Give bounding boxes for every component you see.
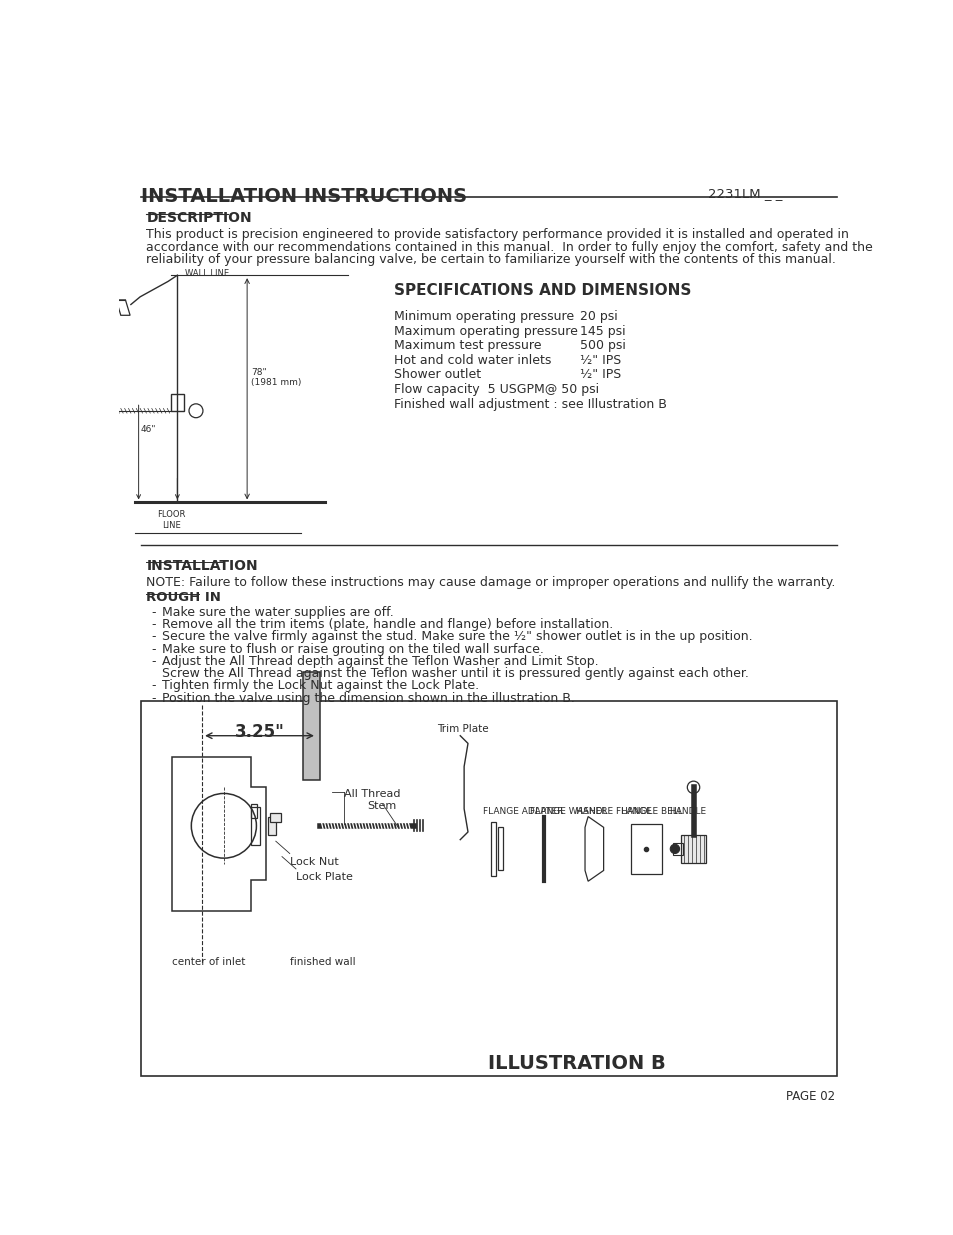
Text: 20 psi: 20 psi: [579, 310, 618, 322]
Text: 46": 46": [141, 425, 156, 435]
Text: Flow capacity  5 USGPM@ 50 psi: Flow capacity 5 USGPM@ 50 psi: [394, 383, 598, 396]
Text: -: -: [152, 618, 156, 631]
Text: ½" IPS: ½" IPS: [579, 368, 621, 382]
Text: FLOOR
LINE: FLOOR LINE: [157, 510, 185, 530]
Text: -: -: [152, 655, 156, 668]
Text: Make sure to flush or raise grouting on the tiled wall surface.: Make sure to flush or raise grouting on …: [162, 642, 543, 656]
Text: -: -: [152, 630, 156, 643]
Text: ½" IPS: ½" IPS: [579, 353, 621, 367]
Text: Shower outlet: Shower outlet: [394, 368, 481, 382]
Text: DESCRIPTION: DESCRIPTION: [146, 211, 252, 225]
Text: INSTALLATION INSTRUCTIONS: INSTALLATION INSTRUCTIONS: [141, 186, 467, 206]
Text: -: -: [152, 692, 156, 705]
Text: 145 psi: 145 psi: [579, 325, 625, 337]
Bar: [251, 804, 257, 818]
Text: This product is precision engineered to provide satisfactory performance provide: This product is precision engineered to …: [146, 228, 848, 241]
Bar: [171, 394, 183, 411]
Text: Adjust the All Thread depth against the Teflon Washer and Limit Stop.: Adjust the All Thread depth against the …: [162, 655, 598, 668]
Circle shape: [670, 845, 679, 853]
Bar: [630, 824, 661, 873]
Text: FLANGE ADAPTER: FLANGE ADAPTER: [483, 808, 563, 816]
Text: Remove all the trim items (plate, handle and flange) before installation.: Remove all the trim items (plate, handle…: [162, 618, 613, 631]
Text: 2231LM _ _: 2231LM _ _: [707, 186, 781, 200]
Text: 78"
(1981 mm): 78" (1981 mm): [251, 368, 301, 387]
Text: -: -: [152, 679, 156, 693]
Text: ROUGH IN: ROUGH IN: [146, 592, 221, 604]
Text: 3.25": 3.25": [234, 724, 284, 741]
Bar: [673, 842, 682, 855]
Text: NOTE: Failure to follow these instructions may cause damage or improper operatio: NOTE: Failure to follow these instructio…: [146, 576, 835, 589]
Bar: [497, 827, 502, 871]
Text: 500 psi: 500 psi: [579, 340, 625, 352]
Text: Secure the valve firmly against the stud. Make sure the ½" shower outlet is in t: Secure the valve firmly against the stud…: [162, 630, 752, 643]
Text: PAGE 02: PAGE 02: [785, 1091, 834, 1103]
Bar: [680, 835, 705, 863]
Bar: [251, 806, 260, 845]
Text: reliability of your pressure balancing valve, be certain to familiarize yourself: reliability of your pressure balancing v…: [146, 253, 836, 266]
Text: Tighten firmly the Lock Nut against the Lock Plate.: Tighten firmly the Lock Nut against the …: [162, 679, 478, 693]
Text: Stem: Stem: [367, 802, 396, 811]
Text: Minimum operating pressure: Minimum operating pressure: [394, 310, 574, 322]
Bar: [268, 816, 275, 835]
Text: All Thread: All Thread: [344, 789, 400, 799]
Bar: [141, 701, 836, 1076]
Text: Screw the All Thread against the Teflon washer until it is pressured gently agai: Screw the All Thread against the Teflon …: [162, 667, 748, 680]
Text: Make sure the water supplies are off.: Make sure the water supplies are off.: [162, 605, 394, 619]
Text: Lock Nut: Lock Nut: [290, 857, 338, 867]
Text: FLANGE WASHER: FLANGE WASHER: [530, 808, 607, 816]
Text: ILLUSTRATION B: ILLUSTRATION B: [487, 1055, 664, 1073]
Bar: [303, 672, 319, 779]
Text: Maximum test pressure: Maximum test pressure: [394, 340, 541, 352]
Text: SPECIFICATIONS AND DIMENSIONS: SPECIFICATIONS AND DIMENSIONS: [394, 283, 691, 298]
Text: accordance with our recommendations contained in this manual.  In order to fully: accordance with our recommendations cont…: [146, 241, 872, 253]
Text: -: -: [152, 642, 156, 656]
Text: INSTALLATION: INSTALLATION: [146, 558, 257, 573]
Text: Finished wall adjustment : see Illustration B: Finished wall adjustment : see Illustrat…: [394, 398, 666, 411]
Text: HANDLE FLANGE: HANDLE FLANGE: [576, 808, 652, 816]
Text: Maximum operating pressure: Maximum operating pressure: [394, 325, 578, 337]
Text: Position the valve using the dimension shown in the illustration B.: Position the valve using the dimension s…: [162, 692, 574, 705]
Bar: [270, 813, 281, 823]
Text: finished wall: finished wall: [290, 957, 355, 967]
Text: HANDLE: HANDLE: [669, 808, 706, 816]
Text: Hot and cold water inlets: Hot and cold water inlets: [394, 353, 551, 367]
Text: HANDLE BELL: HANDLE BELL: [620, 808, 682, 816]
Text: WALL LINE: WALL LINE: [185, 269, 229, 278]
Text: center of inlet: center of inlet: [172, 957, 245, 967]
Text: -: -: [152, 605, 156, 619]
Text: Trim Plate: Trim Plate: [436, 724, 488, 734]
Bar: [491, 823, 496, 876]
Text: Lock Plate: Lock Plate: [295, 872, 353, 882]
